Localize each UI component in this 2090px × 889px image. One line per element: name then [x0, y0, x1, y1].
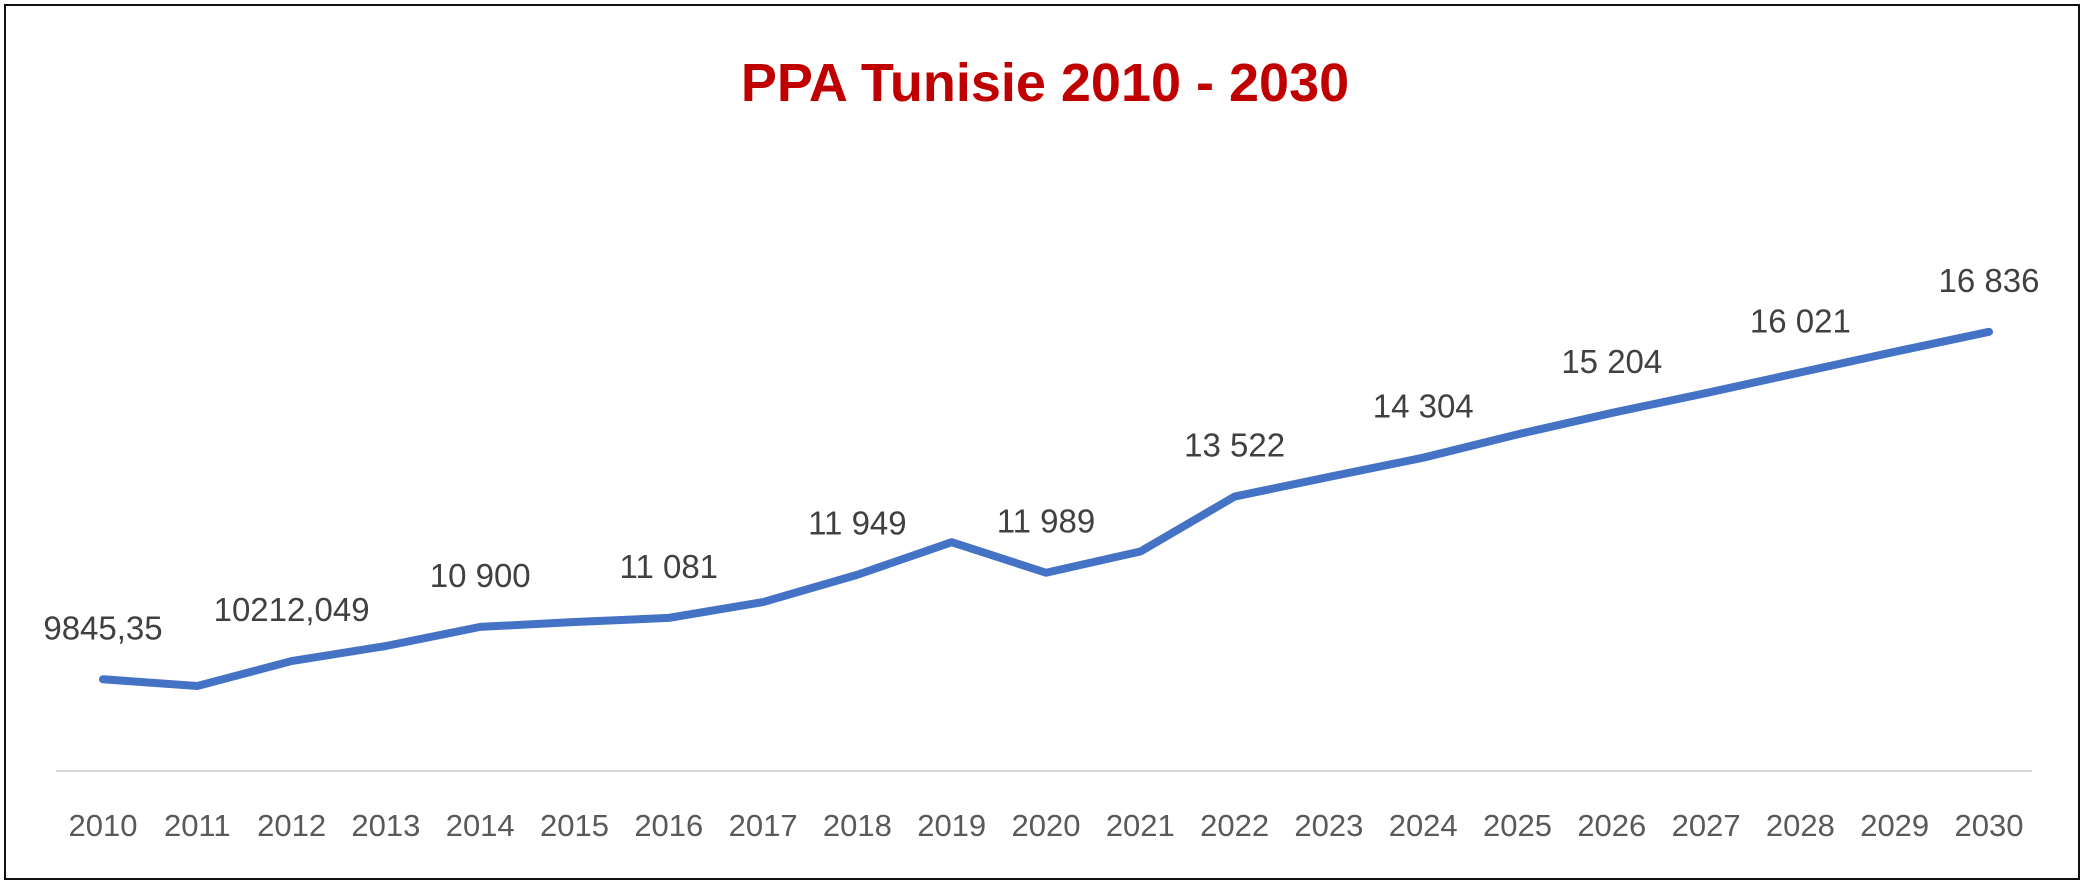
chart-frame [4, 4, 2080, 880]
x-tick-label: 2029 [1860, 808, 1929, 843]
x-tick-label: 2021 [1106, 808, 1175, 843]
data-label: 16 021 [1750, 302, 1851, 339]
x-tick-label: 2024 [1389, 808, 1458, 843]
data-label: 9845,35 [43, 609, 162, 646]
data-label: 11 989 [997, 503, 1095, 540]
x-tick-label: 2030 [1955, 808, 2024, 843]
x-tick-label: 2018 [823, 808, 892, 843]
x-tick-label: 2014 [446, 808, 515, 843]
x-tick-label: 2026 [1577, 808, 1646, 843]
x-tick-label: 2019 [917, 808, 986, 843]
x-tick-label: 2011 [164, 808, 231, 843]
x-tick-label: 2027 [1672, 808, 1741, 843]
data-label: 15 204 [1561, 343, 1662, 380]
x-tick-label: 2025 [1483, 808, 1552, 843]
x-tick-label: 2022 [1200, 808, 1269, 843]
data-label: 10212,049 [214, 591, 370, 628]
x-tick-label: 2012 [257, 808, 326, 843]
x-tick-label: 2015 [540, 808, 609, 843]
data-label: 16 836 [1939, 262, 2040, 299]
x-tick-label: 2020 [1012, 808, 1081, 843]
x-tick-label: 2017 [729, 808, 798, 843]
data-label: 11 949 [808, 505, 906, 542]
x-tick-label: 2010 [69, 808, 138, 843]
x-tick-label: 2023 [1294, 808, 1363, 843]
data-label: 10 900 [430, 557, 531, 594]
data-label: 11 081 [620, 548, 718, 585]
data-label: 13 522 [1184, 427, 1285, 464]
x-tick-label: 2013 [351, 808, 420, 843]
data-label: 14 304 [1373, 388, 1474, 425]
chart-title: PPA Tunisie 2010 - 2030 [740, 53, 1350, 113]
x-tick-label: 2028 [1766, 808, 1835, 843]
x-tick-label: 2016 [634, 808, 703, 843]
